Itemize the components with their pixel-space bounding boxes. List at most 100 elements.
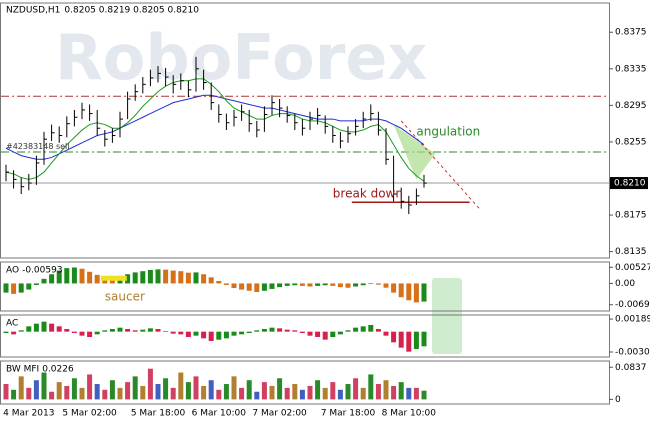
bar (406, 387, 412, 400)
bar (413, 387, 419, 400)
bar (193, 376, 199, 400)
bar (223, 283, 229, 285)
bar (94, 331, 100, 335)
panel-frame (0, 261, 610, 312)
bar (299, 283, 305, 286)
annotation: angulation (416, 124, 480, 138)
bar (201, 331, 207, 339)
bar (71, 267, 77, 284)
bar (185, 382, 191, 400)
bar (56, 382, 62, 400)
bar (246, 331, 252, 333)
panel-frame (0, 360, 610, 405)
panel-frame (0, 314, 610, 358)
y-tick-label: 0.8135 (615, 247, 647, 257)
bar (353, 327, 359, 332)
y-tick-label: 0.8335 (615, 64, 647, 74)
indicator-name: AO (6, 266, 19, 276)
bar (261, 382, 267, 400)
bar (315, 331, 321, 337)
bar (254, 330, 260, 332)
bar (185, 331, 191, 337)
bar (3, 384, 9, 400)
bar (216, 331, 222, 340)
bar (163, 269, 169, 284)
x-tick-label: 4 Mar 2013 (3, 409, 54, 419)
bar (140, 271, 146, 284)
bar (345, 330, 351, 332)
bar (41, 278, 47, 284)
bar (216, 280, 222, 284)
bar (125, 274, 131, 284)
bar (375, 283, 381, 285)
y-tick-label: 0.00 (615, 279, 635, 289)
bar (261, 329, 267, 332)
projection-line (400, 120, 482, 211)
bar (132, 376, 138, 400)
bar (307, 331, 313, 336)
bar (87, 374, 93, 400)
bar (208, 380, 214, 400)
bar (307, 283, 313, 287)
bar (375, 329, 381, 332)
current-price-label: 0.8210 (614, 179, 646, 189)
bar (345, 283, 351, 288)
bar (315, 380, 321, 400)
bar (11, 389, 17, 400)
bar (292, 283, 298, 286)
bar (33, 323, 39, 332)
bar (360, 387, 366, 400)
bar (391, 331, 397, 343)
bar (391, 283, 397, 293)
bar (239, 387, 245, 400)
bar (125, 382, 131, 400)
bar (178, 331, 184, 335)
annotation-highlight (100, 275, 127, 281)
bar (368, 374, 374, 400)
bar (421, 283, 427, 302)
bar (269, 327, 275, 332)
bar (269, 385, 275, 400)
bar (337, 283, 343, 288)
bar (56, 270, 62, 284)
bar (170, 331, 176, 334)
x-tick-label: 7 Mar 18:00 (321, 409, 376, 419)
bar (360, 326, 366, 332)
bar (56, 326, 62, 332)
indicator-name: AC (6, 319, 18, 329)
bar (33, 283, 39, 285)
y-tick-label: 0.8175 (615, 211, 647, 221)
bar (18, 376, 24, 400)
bar (64, 268, 70, 284)
bar (132, 330, 138, 332)
bar (216, 389, 222, 400)
bar (299, 389, 305, 400)
bar (231, 331, 237, 336)
annotation: saucer (105, 290, 145, 304)
bar (26, 283, 32, 290)
bar (292, 384, 298, 400)
bar (284, 283, 290, 286)
bar (155, 269, 161, 284)
bar (147, 269, 153, 284)
bar (391, 385, 397, 400)
x-tick-label: 5 Mar 02:00 (62, 409, 117, 419)
bar (71, 331, 77, 333)
bar (322, 283, 328, 286)
bar (201, 274, 207, 284)
bar (3, 283, 9, 293)
bar (398, 283, 404, 298)
bar (163, 331, 169, 332)
bar (193, 331, 199, 336)
bar (71, 378, 77, 400)
indicator-value: 0.0226 (42, 365, 74, 375)
bar (337, 389, 343, 400)
bar (421, 390, 427, 400)
bar (231, 283, 237, 289)
bar (102, 389, 108, 400)
bar (330, 283, 336, 286)
bar (178, 372, 184, 400)
bar (155, 384, 161, 400)
